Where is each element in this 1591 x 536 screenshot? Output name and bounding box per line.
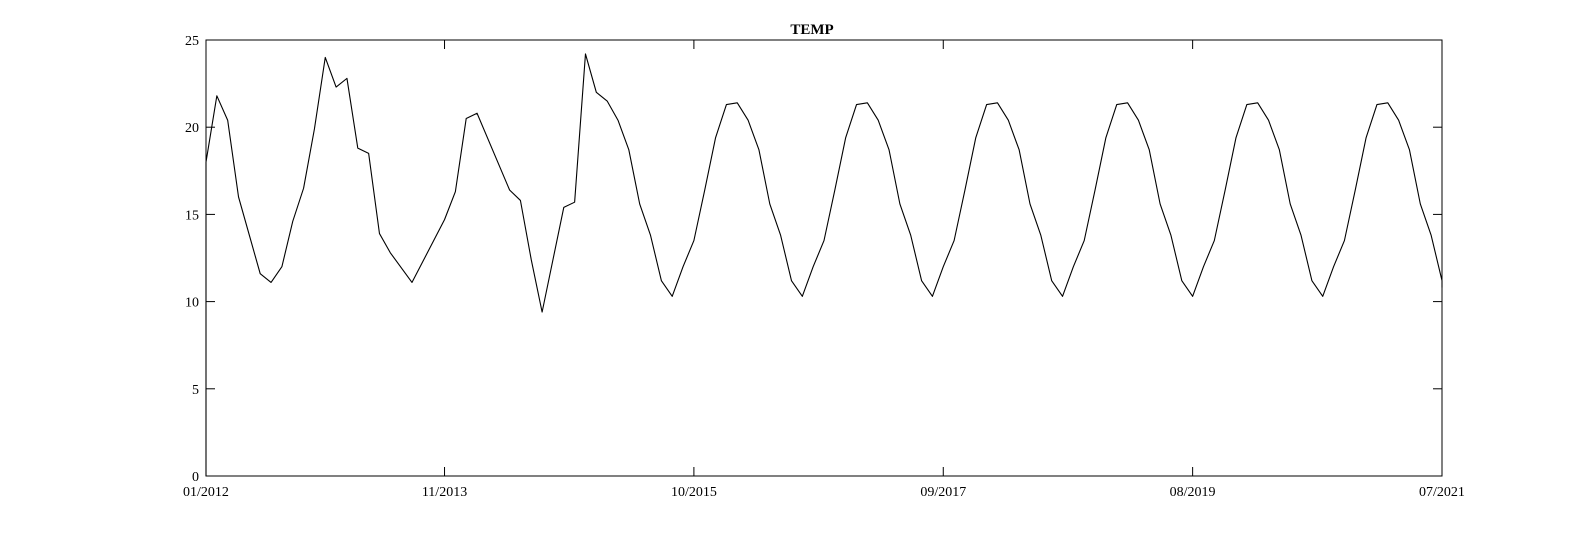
x-tick-label: 01/2012	[183, 485, 229, 500]
y-tick-label: 25	[185, 34, 199, 49]
series-layer	[205, 53, 1443, 476]
y-tick-label: 10	[185, 296, 199, 311]
axis-tick-labels: 0 5 10 15 20 25 01/2012 11/2013 10/2015 09/2017 08…	[183, 34, 1465, 500]
y-tick-label: 0	[192, 470, 199, 485]
x-tick-label: 10/2015	[671, 485, 717, 500]
x-tick-label: 08/2019	[1170, 485, 1216, 500]
x-tick-label: 07/2021	[1419, 485, 1465, 500]
series-line	[205, 53, 1443, 476]
axis-ticks	[205, 39, 1443, 477]
x-tick-label: 09/2017	[920, 485, 966, 500]
plot-area-frame	[205, 39, 1443, 477]
x-tick-label: 11/2013	[422, 485, 467, 500]
y-tick-label: 15	[185, 208, 199, 223]
y-tick-label: 5	[192, 383, 199, 398]
y-tick-label: 20	[185, 121, 199, 136]
chart-title: TEMP	[790, 22, 833, 38]
